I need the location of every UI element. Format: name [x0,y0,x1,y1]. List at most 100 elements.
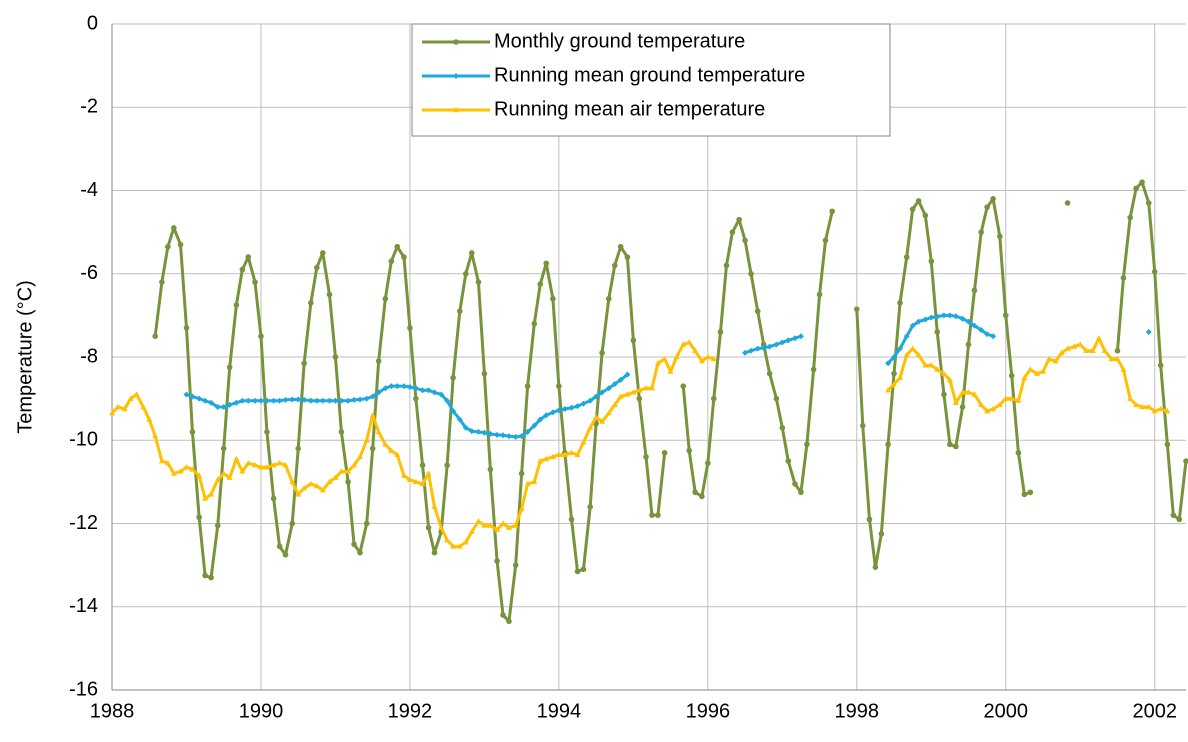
marker [1095,335,1102,341]
marker [245,459,252,466]
marker [1071,343,1078,349]
marker [468,428,475,435]
marker [524,480,531,487]
marker [624,391,631,397]
marker [897,300,903,306]
marker [593,414,600,420]
marker [319,250,326,256]
marker [866,516,873,523]
marker [1015,449,1022,456]
marker [127,395,134,401]
marker [332,397,339,404]
marker [959,404,966,410]
marker [233,302,240,308]
marker [1164,407,1171,414]
marker [909,345,916,351]
marker [891,354,898,360]
x-tick-label: 2002 [1132,700,1177,722]
marker [947,441,953,448]
marker [183,325,190,331]
marker [630,389,637,395]
marker [208,574,214,581]
marker [289,520,296,527]
marker [1114,355,1121,362]
marker [617,376,624,383]
marker [270,462,277,468]
y-tick-label: -10 [69,429,98,451]
marker [425,387,432,394]
marker [710,395,717,402]
marker [704,353,711,360]
marker [1127,214,1133,221]
marker [742,237,748,244]
marker [189,466,196,472]
marker [252,279,258,285]
marker [698,357,705,364]
marker [276,397,283,404]
marker [357,453,364,460]
marker [1183,458,1188,464]
marker [313,482,320,489]
marker [481,522,488,528]
marker [636,387,643,393]
marker [940,312,947,319]
marker [500,612,506,618]
marker [537,457,544,464]
marker [1083,347,1090,353]
marker [673,353,680,360]
marker [400,472,407,478]
marker [506,618,512,625]
marker [314,264,320,271]
marker [388,383,395,390]
marker [165,243,171,250]
marker [394,243,401,250]
marker [903,351,910,358]
marker [233,455,240,462]
marker [431,389,438,396]
marker [760,344,767,351]
marker [885,360,892,367]
marker [561,406,568,413]
marker [915,198,922,204]
marker [561,451,568,458]
marker [177,241,184,248]
marker [779,424,786,431]
marker [630,337,637,344]
marker [196,514,202,521]
marker [717,329,724,335]
marker [208,399,215,406]
marker [1101,347,1108,353]
marker [1021,491,1028,498]
marker [915,351,922,358]
marker [959,389,966,395]
marker [326,291,333,298]
marker [810,366,817,373]
marker [338,397,345,404]
marker [568,516,575,523]
marker [164,459,171,466]
marker [896,374,903,381]
marker [978,229,984,235]
marker [481,429,488,436]
marker [462,539,469,545]
marker [425,524,432,531]
marker [617,243,624,250]
marker [636,395,643,402]
marker [263,397,270,404]
marker [915,318,922,325]
marker [419,387,426,394]
marker [574,403,581,410]
marker [729,229,736,235]
marker [773,395,780,402]
marker [295,491,302,497]
marker [289,396,296,403]
marker [742,349,749,356]
y-axis-label: Temperature (°C) [14,280,36,434]
marker [953,443,959,450]
marker [785,337,792,344]
marker [183,391,190,398]
marker [158,457,165,464]
marker [524,383,531,389]
marker [226,401,233,408]
marker [785,458,792,464]
